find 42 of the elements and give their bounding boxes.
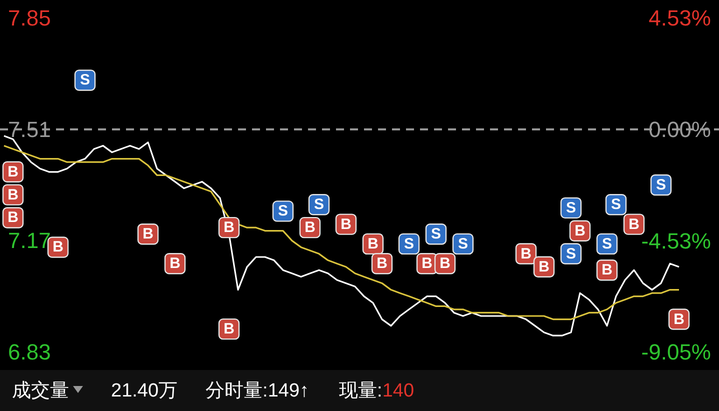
text: S (610, 196, 622, 214)
series-label: B (368, 235, 379, 252)
y2-tick-label: 4.53% (648, 6, 711, 30)
y2-tick-label: -9.05% (641, 340, 711, 364)
text: S (278, 202, 288, 220)
text: S (314, 196, 324, 214)
text: B (628, 216, 640, 233)
text: B (440, 255, 450, 272)
text: B (170, 255, 180, 272)
text: S (458, 235, 468, 252)
text: B (340, 216, 352, 233)
text: S (404, 235, 414, 252)
text: 140 (382, 380, 414, 402)
text: B (8, 163, 18, 180)
text: 成交量 (12, 380, 69, 402)
text: B (574, 222, 586, 240)
text: 分时量:149↑ (206, 380, 310, 402)
y-tick-label: 7.17 (8, 228, 51, 254)
text: B (52, 238, 64, 256)
text: B (674, 310, 684, 328)
text: S (566, 199, 576, 216)
text: B (304, 219, 316, 236)
text: B (376, 255, 388, 272)
text: B (520, 245, 532, 262)
y-tick-label: 6.83 (8, 340, 51, 364)
text: S (602, 235, 612, 252)
series-label: B (8, 186, 19, 204)
series-label: S (566, 245, 576, 262)
text: B (142, 226, 154, 243)
series-label: B (8, 209, 19, 226)
y-tick-label: 7.85 (8, 6, 51, 30)
text: B (422, 255, 432, 272)
text: S (656, 176, 666, 194)
text: B (602, 262, 612, 279)
y2-tick-label: -4.53% (641, 228, 711, 254)
text: B (538, 258, 550, 276)
text: B (224, 219, 234, 236)
text: S (430, 226, 442, 243)
text: 21.40万 (111, 380, 178, 402)
text: 现量: (339, 380, 382, 402)
series-label: S (80, 72, 90, 89)
text: B (224, 320, 234, 338)
